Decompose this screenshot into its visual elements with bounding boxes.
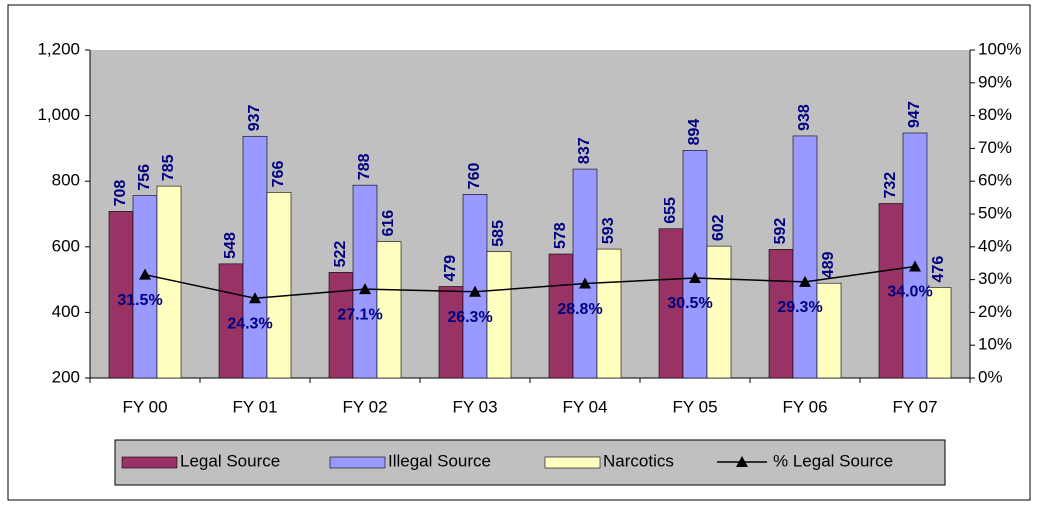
value-label: 938	[796, 104, 813, 131]
x-tick-label: FY 03	[452, 397, 497, 416]
value-label: 785	[160, 154, 177, 181]
value-label: 28.8%	[557, 301, 602, 318]
legend-label: Illegal Source	[388, 451, 491, 470]
y2-tick-label: 30%	[978, 269, 1012, 288]
y2-tick-label: 40%	[978, 236, 1012, 255]
value-label: 489	[820, 251, 837, 278]
bar	[572, 168, 598, 379]
bar	[242, 135, 268, 379]
y-tick-label: 600	[52, 236, 80, 255]
y2-tick-label: 50%	[978, 203, 1012, 222]
bar	[132, 195, 158, 379]
bar	[926, 287, 952, 379]
value-label: 766	[270, 161, 287, 188]
value-label: 788	[356, 153, 373, 180]
legend-swatch	[544, 456, 601, 469]
legend-swatch	[329, 456, 386, 469]
x-tick-label: FY 01	[232, 397, 277, 416]
value-label: 760	[466, 163, 483, 190]
bar	[596, 248, 622, 379]
value-label: 548	[222, 232, 239, 259]
legend-label: Narcotics	[603, 451, 674, 470]
value-label: 34.0%	[887, 284, 932, 301]
value-label: 655	[662, 197, 679, 224]
line	[144, 265, 916, 300]
x-tick-label: FY 04	[562, 397, 607, 416]
line-marker	[799, 275, 811, 287]
y2-tick-label: 20%	[978, 302, 1012, 321]
y2-tick-label: 80%	[978, 105, 1012, 124]
value-label: 756	[136, 164, 153, 191]
bar	[376, 241, 402, 379]
bar	[792, 135, 818, 379]
value-label: 26.3%	[447, 309, 492, 326]
x-tick-label: FY 06	[782, 397, 827, 416]
y-tick-label: 200	[52, 367, 80, 386]
y-tick-label: 400	[52, 302, 80, 321]
line-marker	[249, 292, 261, 304]
value-label: 522	[332, 241, 349, 268]
legend-swatch	[121, 456, 178, 469]
bar	[486, 251, 512, 379]
value-label: 708	[112, 180, 129, 207]
value-label: 937	[246, 104, 263, 131]
bar	[706, 245, 732, 379]
value-label: 602	[710, 214, 727, 241]
y2-tick-label: 10%	[978, 335, 1012, 354]
bar	[218, 263, 244, 379]
bar	[878, 203, 904, 379]
value-label: 894	[686, 119, 703, 146]
x-tick-label: FY 07	[892, 397, 937, 416]
bar	[816, 282, 842, 379]
value-label: 837	[576, 137, 593, 164]
x-tick-label: FY 05	[672, 397, 717, 416]
y2-tick-label: 60%	[978, 171, 1012, 190]
bar	[266, 192, 292, 379]
value-label: 24.3%	[227, 316, 272, 333]
legend-box	[114, 439, 946, 486]
value-label: 479	[442, 255, 459, 282]
legend-marker	[736, 456, 748, 467]
y-tick-label: 1,000	[37, 105, 80, 124]
line-marker	[689, 271, 701, 283]
y2-tick-label: 100%	[978, 39, 1021, 58]
value-label: 593	[600, 217, 617, 244]
legend-label: % Legal Source	[773, 451, 893, 470]
value-label: 592	[772, 218, 789, 245]
bar	[768, 249, 794, 379]
value-label: 947	[906, 101, 923, 128]
y-tick-label: 800	[52, 171, 80, 190]
x-tick-label: FY 00	[122, 397, 167, 416]
line-marker	[139, 268, 151, 280]
y2-tick-label: 90%	[978, 72, 1012, 91]
line-marker	[359, 283, 371, 295]
value-label: 616	[380, 210, 397, 237]
legend-label: Legal Source	[180, 451, 280, 470]
y-tick-label: 1,200	[37, 39, 80, 58]
value-label: 585	[490, 220, 507, 247]
y2-tick-label: 0%	[978, 367, 1003, 386]
value-label: 31.5%	[117, 292, 162, 309]
bar	[682, 150, 708, 379]
bar	[902, 132, 928, 379]
bar	[658, 228, 684, 379]
value-label: 30.5%	[667, 295, 712, 312]
x-tick-label: FY 02	[342, 397, 387, 416]
value-label: 578	[552, 222, 569, 249]
bar	[438, 286, 464, 379]
bar	[108, 211, 134, 379]
line-marker	[909, 260, 921, 272]
value-label: 476	[930, 256, 947, 283]
bar	[328, 272, 354, 379]
bar	[352, 184, 378, 379]
line-marker	[469, 285, 481, 297]
value-label: 27.1%	[337, 306, 382, 323]
line-marker	[579, 277, 591, 289]
bar	[548, 253, 574, 379]
value-label: 29.3%	[777, 299, 822, 316]
value-label: 732	[882, 172, 899, 199]
y2-tick-label: 70%	[978, 138, 1012, 157]
